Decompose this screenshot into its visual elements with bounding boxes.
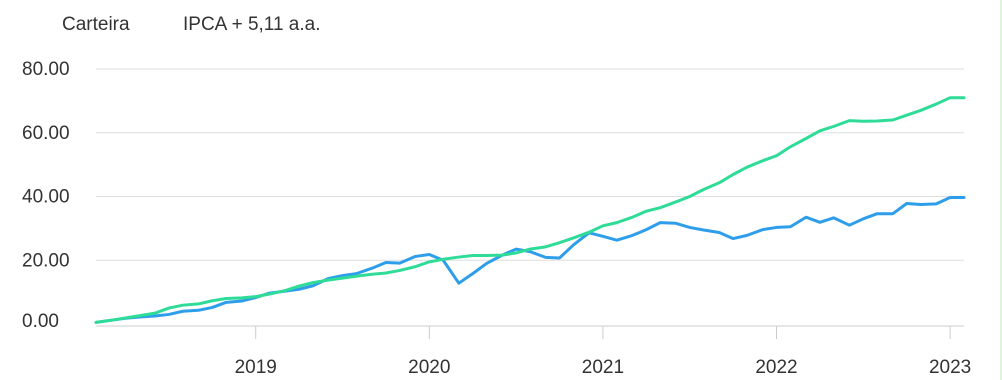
x-tick-label: 2020 (408, 357, 450, 378)
legend: Carteira IPCA + 5,11 a.a. (62, 14, 321, 35)
y-tick-label: 20.00 (22, 250, 70, 271)
legend-item-ipca[interactable]: IPCA + 5,11 a.a. (183, 14, 321, 35)
y-tick-label: 0.00 (22, 311, 59, 332)
y-tick-label: 40.00 (22, 187, 70, 208)
legend-item-carteira[interactable]: Carteira (62, 14, 130, 35)
y-axis: 80.00 60.00 40.00 20.00 0.00 (22, 59, 70, 332)
series-line-ipca[interactable] (94, 96, 966, 324)
grid-lines (96, 68, 964, 261)
x-tick-label: 2022 (755, 357, 797, 378)
y-tick-label: 60.00 (22, 123, 70, 144)
y-tick-label: 80.00 (22, 59, 70, 80)
right-edge-border (1000, 0, 1002, 380)
x-tick-label: 2023 (929, 357, 971, 378)
x-tick-label: 2019 (235, 357, 277, 378)
plot-area (94, 96, 966, 324)
series-line-carteira[interactable] (94, 195, 966, 324)
x-tick-label: 2021 (582, 357, 624, 378)
x-axis: 2019 2020 2021 2022 2023 (96, 325, 971, 378)
